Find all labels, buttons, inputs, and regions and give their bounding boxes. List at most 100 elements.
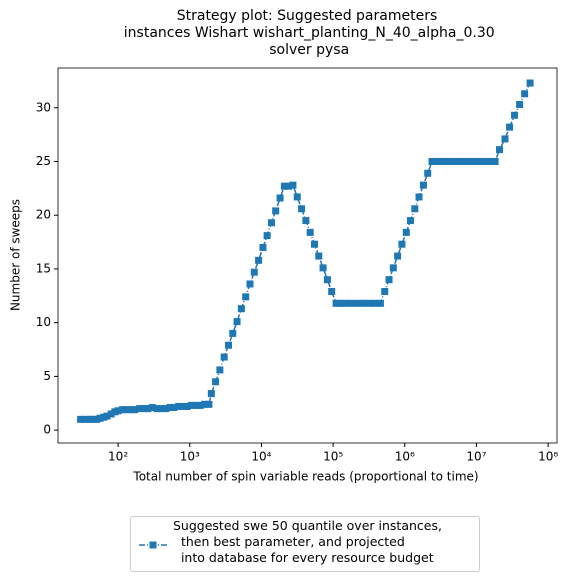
point-marker	[144, 405, 152, 413]
point-marker	[237, 305, 245, 313]
point-marker	[298, 205, 306, 213]
point-marker	[398, 240, 406, 248]
point-marker	[140, 405, 148, 413]
point-marker	[394, 252, 402, 260]
point-marker	[468, 157, 476, 165]
point-marker	[336, 299, 344, 307]
point-marker	[285, 182, 293, 190]
chart-title: Strategy plot: Suggested parameters inst…	[123, 8, 495, 58]
point-marker	[516, 101, 524, 109]
point-marker	[242, 293, 250, 301]
y-axis-label: Number of sweeps	[9, 199, 23, 311]
point-marker	[389, 264, 397, 272]
point-marker	[276, 194, 284, 202]
point-marker	[440, 157, 448, 165]
point-marker	[96, 414, 104, 422]
x-tick-label: 10³	[180, 450, 200, 464]
point-marker	[491, 157, 499, 165]
point-marker	[157, 405, 165, 413]
point-marker	[212, 378, 220, 386]
point-marker	[332, 299, 340, 307]
x-tick-label: 10⁷	[466, 450, 486, 464]
point-marker	[103, 412, 111, 420]
point-marker	[259, 243, 267, 251]
point-marker	[496, 146, 504, 154]
point-marker	[118, 406, 126, 414]
y-tick-label: 25	[36, 154, 51, 168]
point-marker	[411, 205, 419, 213]
x-tick-label: 10²	[108, 450, 128, 464]
y-tick-label: 0	[43, 423, 51, 437]
point-marker	[526, 79, 534, 87]
point-marker	[354, 299, 362, 307]
point-marker	[293, 193, 301, 201]
point-marker	[371, 299, 379, 307]
point-marker	[153, 405, 161, 413]
point-marker	[521, 90, 529, 98]
point-marker	[365, 299, 373, 307]
point-marker	[267, 219, 275, 227]
point-marker	[175, 402, 183, 410]
point-marker	[381, 287, 389, 295]
point-marker	[323, 276, 331, 284]
point-marker	[250, 268, 258, 276]
point-marker	[179, 402, 187, 410]
point-marker	[183, 402, 191, 410]
point-marker	[224, 341, 232, 349]
point-marker	[263, 232, 271, 240]
point-marker	[280, 182, 288, 190]
point-marker	[229, 329, 237, 337]
point-marker	[220, 353, 228, 361]
point-marker	[328, 287, 336, 295]
x-axis-label: Total number of spin variable reads (pro…	[132, 470, 478, 484]
point-marker	[207, 390, 215, 398]
point-marker	[196, 401, 204, 409]
point-marker	[81, 415, 89, 423]
point-marker	[511, 111, 519, 119]
x-tick-label: 10⁶	[395, 450, 415, 464]
point-marker	[306, 228, 314, 236]
point-marker	[359, 299, 367, 307]
point-marker	[191, 401, 199, 409]
point-marker	[348, 299, 356, 307]
point-marker	[424, 169, 432, 177]
legend-marker	[149, 541, 157, 549]
point-marker	[406, 217, 414, 225]
point-marker	[272, 207, 280, 215]
point-marker	[148, 404, 156, 412]
point-marker	[114, 407, 122, 415]
point-marker	[474, 157, 482, 165]
x-tick-label: 10⁴	[251, 450, 271, 464]
point-marker	[107, 410, 115, 418]
point-marker	[170, 404, 178, 412]
point-marker	[402, 228, 410, 236]
point-marker	[319, 264, 327, 272]
point-marker	[506, 123, 514, 131]
point-marker	[501, 135, 509, 143]
point-marker	[385, 276, 393, 284]
point-marker	[480, 157, 488, 165]
point-marker	[434, 157, 442, 165]
point-marker	[200, 400, 208, 408]
point-marker	[233, 318, 241, 326]
point-marker	[166, 404, 174, 412]
point-marker	[445, 157, 453, 165]
point-marker	[216, 366, 224, 374]
y-tick-label: 30	[36, 100, 51, 114]
y-tick-label: 15	[36, 261, 51, 275]
point-marker	[127, 406, 135, 414]
point-marker	[246, 280, 254, 288]
point-marker	[205, 400, 213, 408]
x-tick-label: 10⁵	[323, 450, 343, 464]
point-marker	[311, 240, 319, 248]
point-marker	[376, 299, 384, 307]
point-marker	[315, 252, 323, 260]
point-marker	[86, 415, 94, 423]
point-marker	[131, 406, 139, 414]
point-marker	[187, 401, 195, 409]
point-marker	[136, 405, 144, 413]
point-marker	[289, 181, 297, 189]
y-tick-label: 5	[43, 369, 51, 383]
